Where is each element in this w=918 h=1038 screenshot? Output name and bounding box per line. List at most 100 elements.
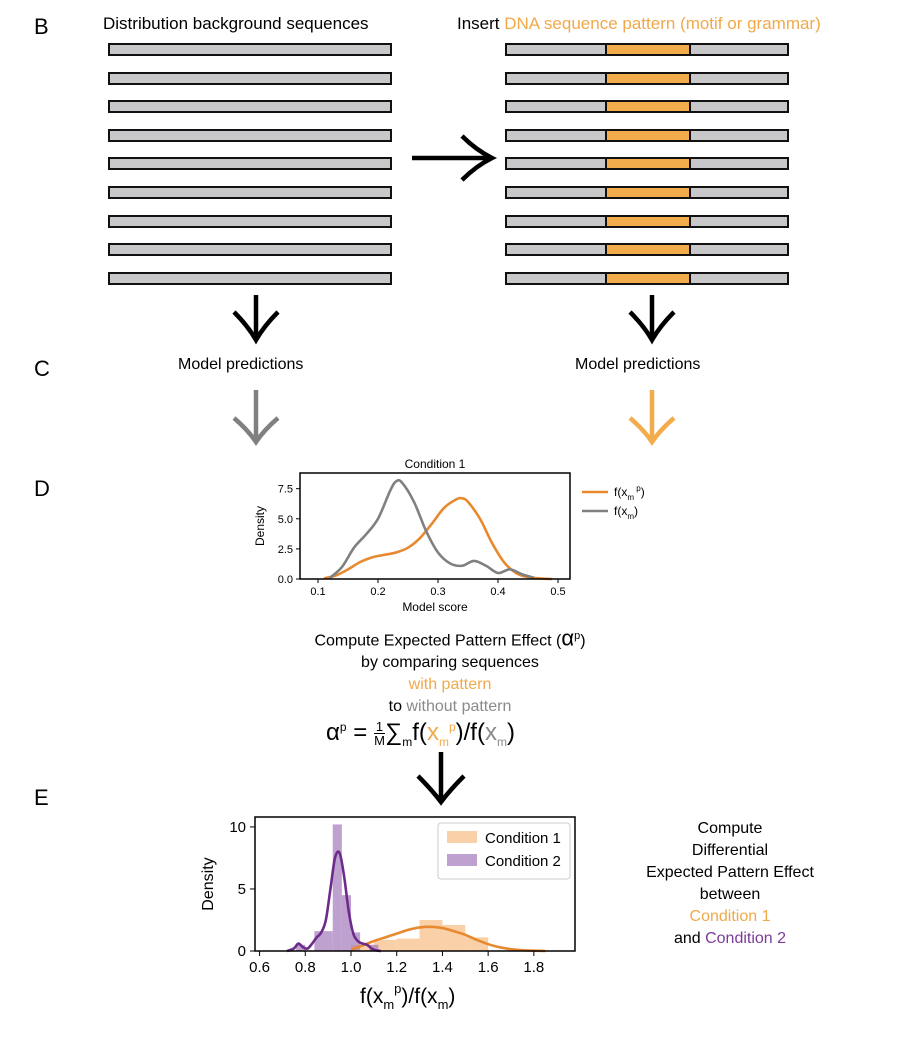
fraction-numerator: 1 — [373, 719, 386, 735]
pattern-highlight: DNA sequence pattern (motif or grammar) — [504, 14, 821, 33]
compute-close-paren: ) — [580, 632, 586, 650]
y-tick-label: 5 — [238, 881, 246, 898]
motif-segment — [605, 128, 691, 142]
x-tick-label: 1.0 — [341, 959, 362, 976]
condition1-kde-line — [350, 925, 546, 953]
y-tick-label: 0.0 — [278, 574, 293, 586]
condition2-bar — [296, 944, 306, 951]
x-tick-label: 0.3 — [430, 586, 445, 598]
model-predictions-right: Model predictions — [575, 356, 701, 373]
compute-line-1: Compute Expected Pattern Effect (αp) — [230, 625, 670, 652]
formula-alpha: α — [326, 719, 340, 746]
y-tick-label: 0 — [238, 943, 246, 960]
legend-label: Condition 2 — [485, 853, 561, 870]
formula-equals: = — [346, 719, 374, 746]
x-axis-label: f(xmp)/f(xm) — [360, 981, 455, 1012]
background-sequence-bar — [108, 43, 392, 56]
down-arrow-left-grey — [232, 390, 280, 447]
condition2-bar — [314, 931, 333, 951]
formula-x-pattern: x — [426, 719, 439, 746]
panel-letter-b: B — [34, 14, 49, 39]
y-axis-label: Density — [253, 506, 267, 546]
panel-letter-e: E — [34, 785, 49, 810]
y-axis-label: Density — [200, 857, 217, 910]
y-tick-label: 2.5 — [278, 544, 293, 556]
model-predictions-left: Model predictions — [178, 356, 304, 373]
formula-x-sub: m — [438, 734, 449, 749]
legend-swatch — [447, 854, 477, 866]
legend-label: f(xm p) — [614, 484, 645, 502]
down-arrow-right-b — [628, 295, 676, 345]
formula-x-sup: p — [448, 720, 456, 734]
background-sequence-bar — [108, 243, 392, 257]
diff-line-1: Compute — [697, 820, 763, 837]
without-pattern-text: without pattern — [406, 698, 512, 716]
plot-frame — [299, 472, 571, 580]
down-arrow-formula — [416, 752, 466, 806]
x-tick-label: 0.5 — [550, 586, 565, 598]
y-tick-label: 7.5 — [278, 484, 293, 496]
diff-line-6: and Condition 2 — [632, 928, 828, 950]
inserted-sequence-bar — [505, 43, 789, 56]
formula-x2-sub: m — [496, 734, 507, 749]
differential-description: Compute Differential Expected Pattern Ef… — [632, 818, 828, 950]
diff-line-4: between — [699, 886, 761, 903]
condition2-bar — [369, 944, 379, 951]
diff-condition-1: Condition 1 — [689, 908, 771, 925]
condition1-density-chart: Condition 1 0.1 0.2 0.3 0.4 0.5 0.0 2.5 5.0 7.5 Mo… — [253, 457, 645, 614]
background-sequence-bar — [108, 100, 392, 114]
motif-segment — [605, 186, 691, 199]
inserted-sequence-bar — [505, 243, 789, 257]
x-tick-label: 0.1 — [310, 586, 325, 598]
background-sequences-header: Distribution background sequences — [103, 14, 369, 33]
compute-line-3: with pattern — [408, 676, 492, 694]
condition2-bar — [341, 895, 351, 951]
x-tick-label: 0.4 — [490, 586, 505, 598]
alpha-symbol: α — [561, 625, 575, 651]
panel-letter-c: C — [34, 356, 50, 381]
and-word: and — [673, 930, 706, 947]
condition1-bar — [396, 938, 420, 951]
formula-f-open: f( — [412, 719, 427, 746]
condition2-bar — [351, 932, 361, 951]
motif-segment — [605, 157, 691, 171]
x-tick-label: 0.8 — [295, 959, 316, 976]
down-arrow-left-b — [232, 295, 280, 345]
insert-word: Insert — [457, 14, 505, 33]
x-axis-label: Model score — [402, 600, 468, 614]
y-tick-label: 10 — [229, 819, 246, 836]
pattern-density-line — [323, 496, 553, 581]
y-tick-label: 5.0 — [278, 514, 293, 526]
compute-description: Compute Expected Pattern Effect (αp) by … — [230, 625, 670, 718]
diff-line-3: Expected Pattern Effect — [646, 864, 814, 881]
formula-sum: ∑ — [385, 719, 403, 746]
inserted-sequence-bar — [505, 214, 789, 228]
down-arrow-right-orange — [628, 390, 676, 447]
condition1-bar — [351, 944, 374, 951]
condition1-bar — [373, 939, 397, 951]
inserted-sequence-bar — [505, 71, 789, 85]
inserted-sequence-bar — [505, 157, 789, 171]
motif-segment — [605, 43, 691, 56]
condition2-kde-line — [286, 850, 381, 953]
legend-label: f(xm) — [614, 504, 638, 521]
background-density-line — [329, 478, 535, 580]
chart-title: Condition 1 — [405, 457, 466, 471]
background-sequence-bar — [108, 186, 392, 199]
background-sequence-bar — [108, 128, 392, 142]
ratio-histogram-chart: 0.6 0.8 1.0 1.2 1.4 1.6 1.8 0 5 10 Density f(xmp)/f… — [200, 816, 576, 1012]
panel-letter-d: D — [34, 476, 50, 501]
background-sequence-bar — [108, 157, 392, 171]
alpha-superscript: p — [574, 630, 581, 642]
right-arrow — [412, 134, 498, 182]
background-sequence-bar — [108, 271, 392, 285]
fraction-denominator: M — [374, 733, 385, 749]
inserted-sequence-bar — [505, 100, 789, 114]
x-tick-label: 1.2 — [386, 959, 407, 976]
insert-pattern-header: Insert DNA sequence pattern (motif or gr… — [457, 14, 821, 34]
x-tick-label: 0.6 — [249, 959, 270, 976]
condition1-bar — [419, 919, 443, 951]
formula-x-background: x — [484, 719, 497, 746]
condition1-bar — [442, 924, 466, 951]
